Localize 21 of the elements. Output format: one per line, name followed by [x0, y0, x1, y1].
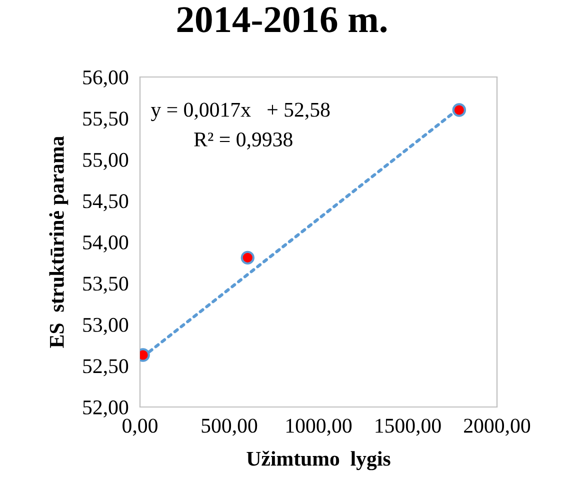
y-tick-label: 54,50 [83, 194, 128, 212]
y-tick-label: 55,50 [83, 112, 128, 129]
x-axis-title: Užimtumo lygis [246, 450, 390, 470]
chart-title: 2014-2016 m. [177, 7, 387, 33]
point [452, 103, 466, 117]
annotation: R² = 0,9938 [194, 132, 292, 150]
y-axis-title: ES struktūrinė parama [49, 136, 68, 348]
x-tick-label: 0,00 [122, 418, 158, 436]
y-tick-label: 52,50 [83, 359, 128, 376]
x-tick-label: 500,00 [202, 418, 258, 436]
y-tick-label: 54,00 [83, 235, 128, 252]
y-tick-label: 53,00 [83, 318, 128, 335]
point [240, 250, 254, 265]
y-tick-label: 52,00 [83, 400, 128, 418]
y-tick-label: 56,00 [83, 70, 128, 88]
y-tick-label: 55,00 [83, 152, 128, 170]
x-tick-label: 1000,00 [286, 418, 352, 436]
x-tick-label: 2000,00 [464, 418, 530, 436]
annotation: y = 0,0017x + 52,58 [150, 102, 330, 122]
x-tick-label: 1500,00 [376, 418, 441, 436]
y-tick-label: 53,50 [83, 276, 128, 294]
